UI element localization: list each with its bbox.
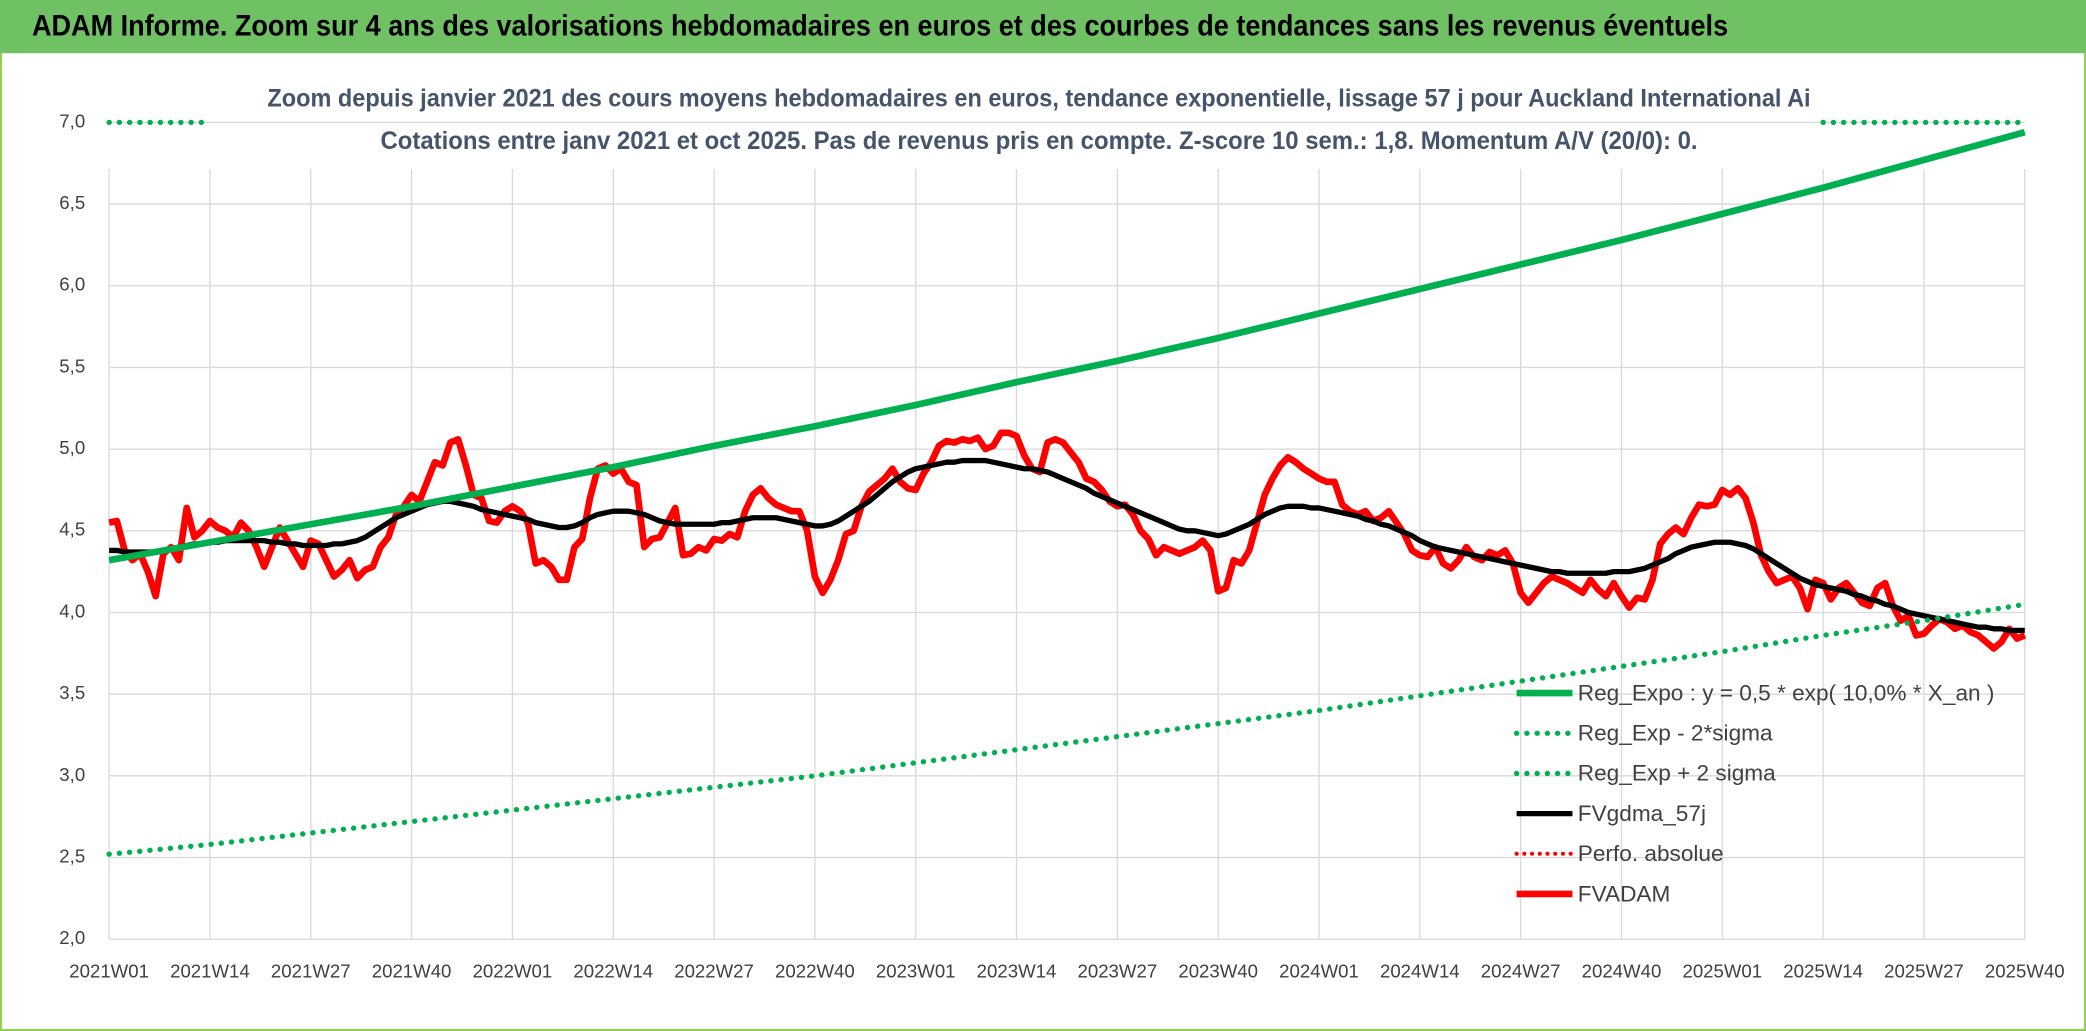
x-tick-label: 2022W40 [775,960,855,981]
x-tick-label: 2023W27 [1078,960,1158,981]
x-tick-label: 2024W27 [1481,960,1561,981]
chart-title: ADAM Informe. Zoom sur 4 ans des valoris… [32,11,1728,43]
series-line [106,601,2028,857]
y-tick-label: 3,0 [59,764,85,785]
y-tick-label: 2,5 [59,845,85,866]
x-tick-label: 2022W14 [573,960,653,981]
series-line [108,429,2027,652]
x-tick-label: 2024W01 [1279,960,1359,981]
y-tick-label: 3,5 [59,682,85,703]
x-tick-label: 2022W27 [674,960,754,981]
x-tick-label: 2021W27 [271,960,351,981]
x-tick-label: 2025W14 [1783,960,1863,981]
legend-label: Reg_Expo : y = 0,5 * exp( 10,0% * X_an ) [1578,680,1995,705]
y-tick-label: 2,0 [59,927,85,948]
y-tick-label: 6,5 [59,192,85,213]
y-tick-label: 4,0 [59,600,85,621]
x-tick-label: 2025W27 [1884,960,1964,981]
legend-label: Reg_Exp - 2*sigma [1578,721,1773,746]
x-tick-label: 2025W40 [1985,960,2065,981]
x-tick-label: 2021W40 [372,960,452,981]
y-tick-label: 6,0 [59,274,85,295]
legend-label: FVADAM [1578,881,1671,906]
y-tick-label: 7,0 [59,110,85,131]
x-tick-label: 2023W14 [977,960,1057,981]
x-tick-label: 2022W01 [473,960,553,981]
y-tick-label: 5,5 [59,355,85,376]
legend-label: FVgdma_57j [1578,801,1706,826]
y-tick-label: 4,5 [59,519,85,540]
header-bar [0,0,2086,54]
subtitle: Zoom depuis janvier 2021 des cours moyen… [267,84,1810,112]
x-tick-label: 2023W01 [876,960,956,981]
legend-label: Reg_Exp + 2 sigma [1578,761,1776,786]
x-tick-label: 2024W40 [1582,960,1662,981]
series-line [108,128,2026,564]
legend-label: Perfo. absolue [1578,841,1724,866]
x-tick-label: 2025W01 [1682,960,1762,981]
y-tick-label: 5,0 [59,437,85,458]
x-tick-label: 2021W14 [170,960,250,981]
x-tick-label: 2023W40 [1178,960,1258,981]
subtitle: Cotations entre janv 2021 et oct 2025. P… [380,127,1697,155]
x-tick-label: 2021W01 [69,960,149,981]
x-tick-label: 2024W14 [1380,960,1460,981]
